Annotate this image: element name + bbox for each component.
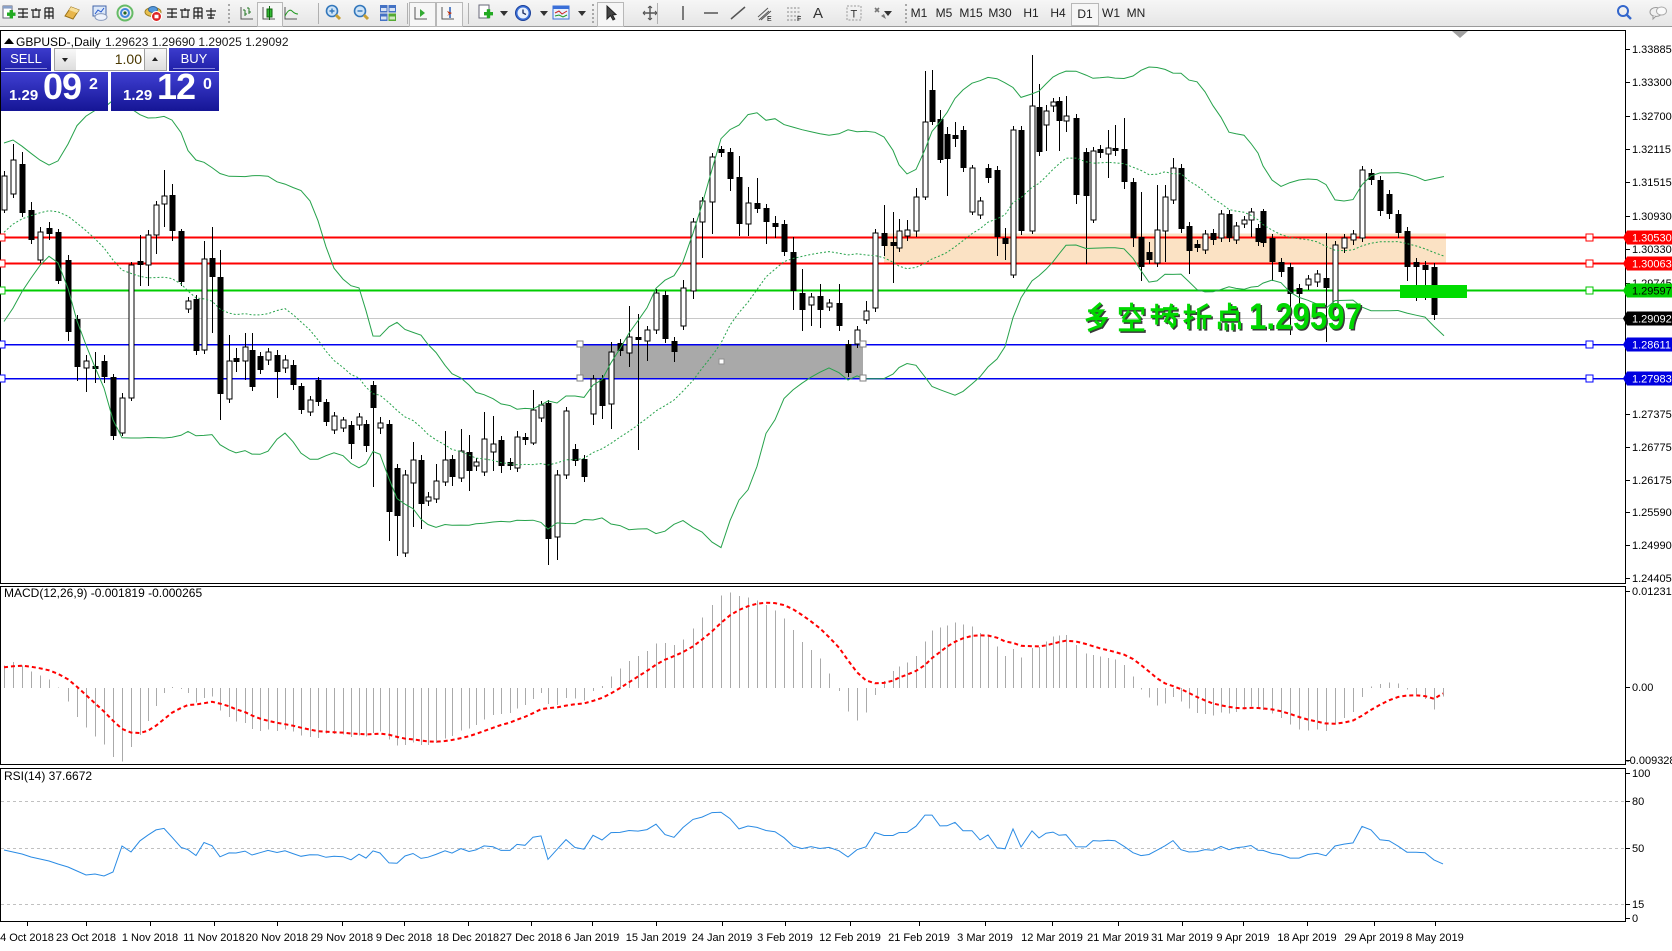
svg-text:GBPUSD-,Daily: GBPUSD-,Daily — [16, 35, 101, 49]
svg-text:11 Nov 2018: 11 Nov 2018 — [183, 932, 245, 944]
svg-text:12 Mar 2019: 12 Mar 2019 — [1021, 932, 1083, 944]
svg-text:1.30930: 1.30930 — [1632, 211, 1672, 223]
svg-text:20 Nov 2018: 20 Nov 2018 — [246, 932, 308, 944]
svg-text:31 Mar 2019: 31 Mar 2019 — [1151, 932, 1213, 944]
svg-text:1.30063: 1.30063 — [1632, 259, 1672, 271]
svg-text:9 Apr 2019: 9 Apr 2019 — [1216, 932, 1269, 944]
svg-text:18 Dec 2018: 18 Dec 2018 — [437, 932, 499, 944]
svg-text:15: 15 — [1632, 899, 1644, 911]
svg-text:9 Dec 2018: 9 Dec 2018 — [376, 932, 432, 944]
svg-text:T: T — [851, 9, 858, 21]
svg-text:80: 80 — [1632, 796, 1644, 808]
svg-text:1.33300: 1.33300 — [1632, 77, 1672, 89]
svg-text:0: 0 — [1632, 913, 1638, 925]
svg-text:3 Mar 2019: 3 Mar 2019 — [957, 932, 1013, 944]
svg-text:8 May 2019: 8 May 2019 — [1406, 932, 1463, 944]
svg-text:0.00: 0.00 — [1632, 682, 1653, 694]
svg-text:18 Apr 2019: 18 Apr 2019 — [1277, 932, 1336, 944]
svg-text:1.29623 1.29690 1.29025 1.2909: 1.29623 1.29690 1.29025 1.29092 — [105, 35, 289, 49]
svg-text:50: 50 — [1632, 843, 1644, 855]
svg-text:1.27983: 1.27983 — [1632, 374, 1672, 386]
svg-text:1.28611: 1.28611 — [1632, 340, 1671, 352]
svg-text:RSI(14) 37.6672: RSI(14) 37.6672 — [4, 769, 92, 783]
svg-text:29 Apr 2019: 29 Apr 2019 — [1344, 932, 1403, 944]
svg-text:3 Feb 2019: 3 Feb 2019 — [757, 932, 813, 944]
svg-text:1.29597: 1.29597 — [1251, 298, 1364, 339]
svg-text:1.30330: 1.30330 — [1632, 244, 1672, 256]
svg-text:29 Nov 2018: 29 Nov 2018 — [311, 932, 373, 944]
svg-text:15 Jan 2019: 15 Jan 2019 — [626, 932, 687, 944]
svg-text:4 Oct 2018: 4 Oct 2018 — [0, 932, 54, 944]
svg-text:24 Jan 2019: 24 Jan 2019 — [692, 932, 753, 944]
svg-text:1.24990: 1.24990 — [1632, 540, 1672, 552]
svg-text:1.31515: 1.31515 — [1632, 177, 1672, 189]
svg-text:23 Oct 2018: 23 Oct 2018 — [56, 932, 116, 944]
svg-text:27 Dec 2018: 27 Dec 2018 — [500, 932, 562, 944]
svg-text:1.32700: 1.32700 — [1632, 111, 1672, 123]
svg-text:MACD(12,26,9) -0.001819 -0.000: MACD(12,26,9) -0.001819 -0.000265 — [4, 586, 202, 600]
svg-text:-0.009328: -0.009328 — [1626, 755, 1672, 767]
svg-text:1.32115: 1.32115 — [1632, 144, 1671, 156]
svg-text:21 Feb 2019: 21 Feb 2019 — [888, 932, 950, 944]
svg-text:100: 100 — [1632, 768, 1650, 780]
svg-text:E: E — [767, 16, 772, 22]
svg-text:1.26775: 1.26775 — [1632, 442, 1672, 454]
svg-text:1.26175: 1.26175 — [1632, 475, 1672, 487]
svg-text:1.29597: 1.29597 — [1632, 286, 1672, 298]
svg-text:6 Jan 2019: 6 Jan 2019 — [565, 932, 619, 944]
svg-text:1.29092: 1.29092 — [1632, 314, 1672, 326]
svg-text:0.012312: 0.012312 — [1632, 586, 1672, 598]
svg-text:1.27375: 1.27375 — [1632, 409, 1672, 421]
svg-text:1 Nov 2018: 1 Nov 2018 — [122, 932, 178, 944]
svg-text:21 Mar 2019: 21 Mar 2019 — [1087, 932, 1149, 944]
svg-text:1.30530: 1.30530 — [1632, 233, 1672, 245]
svg-text:1.25590: 1.25590 — [1632, 507, 1672, 519]
svg-text:1.29597: 1.29597 — [1249, 296, 1362, 337]
svg-text:1.24405: 1.24405 — [1632, 573, 1672, 585]
svg-text:F: F — [797, 16, 801, 22]
svg-text:12 Feb 2019: 12 Feb 2019 — [819, 932, 881, 944]
svg-text:1.33885: 1.33885 — [1632, 44, 1672, 56]
